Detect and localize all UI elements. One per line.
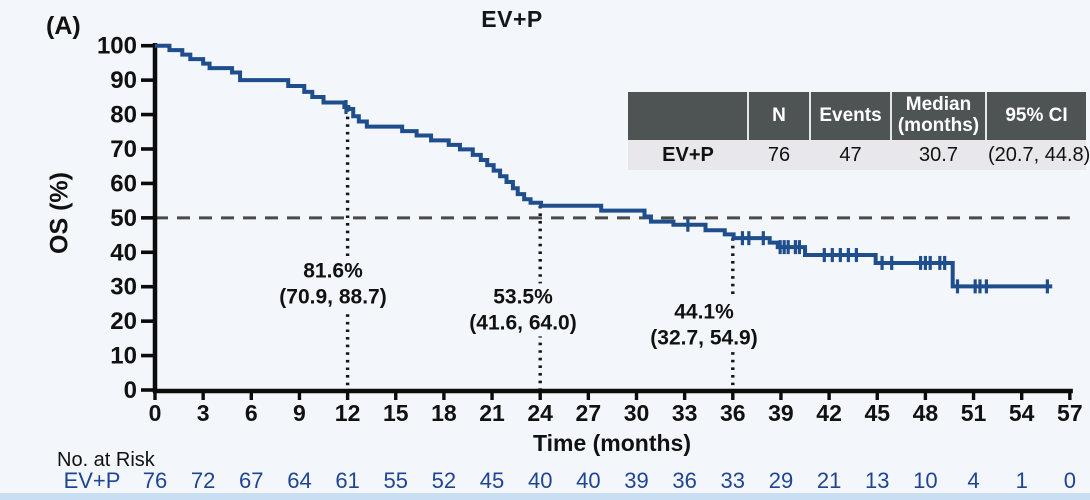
y-tick-label: 90 — [110, 67, 137, 94]
stats-header-ci: 95% CI — [985, 92, 1086, 140]
risk-value: 10 — [913, 468, 937, 493]
risk-value: 29 — [769, 468, 793, 493]
y-tick-label: 20 — [110, 308, 137, 335]
bottom-strip — [0, 493, 1090, 500]
x-tick-label: 57 — [1057, 400, 1083, 426]
x-tick-label: 18 — [431, 400, 457, 426]
risk-value: 61 — [335, 468, 359, 493]
y-tick-label: 30 — [110, 274, 137, 301]
chart-title: EV+P — [481, 6, 543, 32]
km-curve-EV+P — [155, 43, 1053, 289]
risk-value: 39 — [624, 468, 648, 493]
risk-value: 55 — [384, 468, 408, 493]
risk-value: 52 — [432, 468, 456, 493]
summary-stats-table: N Events Median (months) 95% CI EV+P 76 … — [628, 92, 1090, 170]
stats-data-row: EV+P 76 47 30.7 (20.7, 44.8) — [628, 140, 1090, 170]
x-tick-label: 27 — [576, 400, 602, 426]
x-tick-label: 30 — [624, 400, 650, 426]
risk-value: 67 — [239, 468, 263, 493]
stats-header-events: Events — [809, 92, 891, 140]
landmark-annotation-36mo: 44.1% (32.7, 54.9) — [643, 298, 765, 352]
risk-value: 13 — [865, 468, 889, 493]
x-tick-label: 24 — [527, 400, 553, 426]
y-tick-label: 50 — [110, 205, 137, 232]
y-tick-label: 80 — [110, 102, 137, 129]
x-tick-label: 39 — [768, 400, 794, 426]
risk-value: 45 — [480, 468, 504, 493]
risk-value: 21 — [817, 468, 841, 493]
x-tick-label: 21 — [479, 400, 505, 426]
stats-events-value: 47 — [810, 140, 891, 170]
panel-label: (A) — [46, 12, 81, 40]
risk-group-label: EV+P — [63, 468, 121, 493]
x-axis-label: Time (months) — [532, 430, 692, 456]
x-tick-label: 3 — [197, 400, 210, 426]
landmark-36mo-ci: (32.7, 54.9) — [650, 326, 758, 349]
landmark-annotation-24mo: 53.5% (41.6, 64.0) — [462, 283, 584, 337]
x-tick-label: 15 — [383, 400, 409, 426]
landmark-24mo-ci: (41.6, 64.0) — [469, 311, 577, 334]
y-tick-label: 100 — [97, 33, 137, 60]
stats-median-value: 30.7 — [891, 140, 986, 170]
x-tick-label: 9 — [293, 400, 306, 426]
landmark-annotation-12mo: 81.6% (70.9, 88.7) — [272, 257, 394, 311]
stats-header-n: N — [747, 92, 810, 140]
x-tick-label: 36 — [720, 400, 746, 426]
stats-header-row: N Events Median (months) 95% CI — [628, 92, 1086, 140]
x-tick-label: 0 — [149, 400, 162, 426]
x-tick-label: 12 — [335, 400, 361, 426]
stats-ci-value: (20.7, 44.8) — [986, 140, 1090, 170]
landmark-12mo-estimate: 81.6% — [303, 259, 363, 283]
risk-value: 33 — [721, 468, 745, 493]
risk-value: 0 — [1064, 468, 1076, 493]
risk-value: 1 — [1016, 468, 1028, 493]
risk-value: 64 — [287, 468, 311, 493]
risk-value: 36 — [672, 468, 696, 493]
landmark-36mo-estimate: 44.1% — [674, 300, 734, 324]
risk-value: 40 — [576, 468, 600, 493]
stats-group-name: EV+P — [628, 140, 748, 170]
x-tick-label: 48 — [913, 400, 939, 426]
landmark-12mo-ci: (70.9, 88.7) — [279, 285, 387, 308]
x-tick-label: 51 — [961, 400, 987, 426]
stats-n-value: 76 — [748, 140, 810, 170]
stats-header-group — [628, 92, 748, 140]
y-tick-label: 10 — [110, 343, 137, 370]
risk-value: 40 — [528, 468, 552, 493]
stats-header-median: Median (months) — [890, 92, 986, 140]
y-tick-label: 40 — [110, 239, 137, 266]
risk-value: 72 — [191, 468, 215, 493]
x-tick-label: 45 — [864, 400, 890, 426]
x-tick-label: 33 — [672, 400, 698, 426]
y-tick-label: 0 — [124, 377, 137, 404]
risk-value: 4 — [967, 468, 979, 493]
x-tick-label: 42 — [816, 400, 842, 426]
no-at-risk-heading: No. at Risk — [57, 449, 155, 471]
x-tick-label: 6 — [245, 400, 258, 426]
risk-value: 76 — [143, 468, 167, 493]
y-tick-label: 70 — [110, 136, 137, 163]
y-tick-label: 60 — [110, 170, 137, 197]
landmark-24mo-estimate: 53.5% — [493, 285, 553, 309]
x-tick-label: 54 — [1009, 400, 1035, 426]
